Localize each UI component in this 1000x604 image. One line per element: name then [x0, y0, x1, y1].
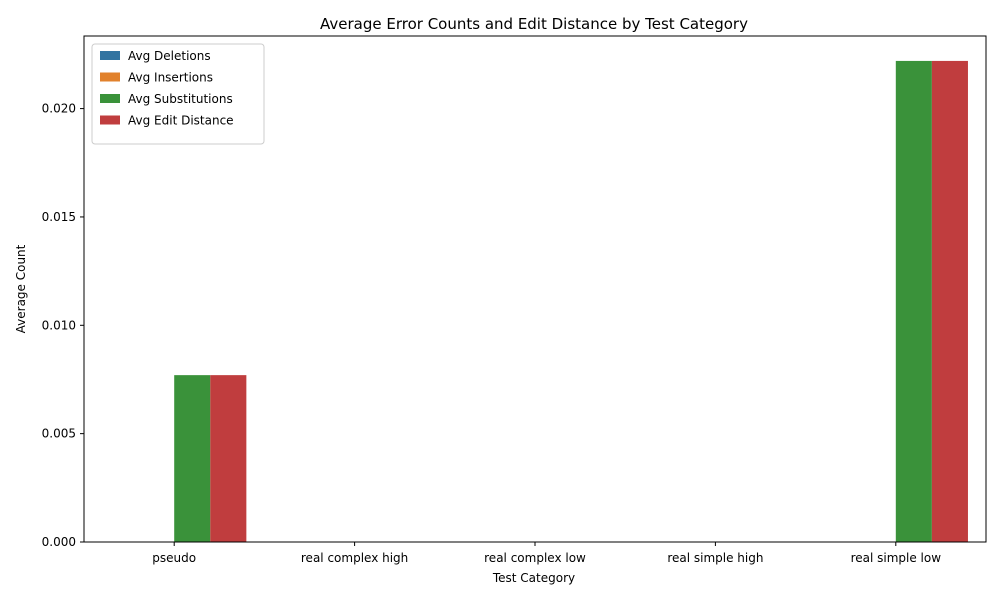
x-tick-label: real simple high [667, 551, 763, 565]
bar-avg-edit-distance-0 [210, 375, 247, 542]
legend-label: Avg Insertions [128, 71, 213, 85]
chart-title: Average Error Counts and Edit Distance b… [320, 15, 748, 33]
x-axis: pseudo real complex high real complex low r… [152, 542, 941, 565]
legend-swatch [100, 72, 120, 82]
x-tick-label: real complex high [301, 551, 408, 565]
legend-swatch [100, 51, 120, 60]
legend-label: Avg Edit Distance [128, 114, 234, 128]
x-axis-label: Test Category [492, 571, 575, 585]
legend: Avg Deletions Avg Insertions Avg Substitut… [91, 43, 265, 145]
y-axis-label: Average Count [14, 244, 28, 333]
bars-group [174, 60, 968, 543]
x-tick-label: real simple low [851, 551, 942, 565]
legend-swatch [100, 115, 120, 125]
y-tick-label: 0.015 [42, 210, 76, 224]
y-tick-label: 0.005 [42, 427, 76, 441]
bar-avg-edit-distance-4 [931, 60, 968, 543]
x-tick-label: pseudo [152, 551, 196, 565]
bar-avg-substitutions-4 [895, 60, 932, 543]
y-tick-label: 0.010 [42, 318, 76, 332]
legend-swatch [100, 94, 120, 103]
y-axis: 0.000 0.005 0.010 0.015 0.020 [42, 102, 84, 549]
legend-box [91, 43, 265, 145]
x-tick-label: real complex low [484, 551, 586, 565]
bar-avg-substitutions-0 [174, 375, 211, 542]
y-tick-label: 0.020 [42, 102, 76, 116]
legend-label: Avg Deletions [128, 49, 211, 63]
y-tick-label: 0.000 [42, 535, 76, 549]
legend-label: Avg Substitutions [128, 92, 233, 106]
